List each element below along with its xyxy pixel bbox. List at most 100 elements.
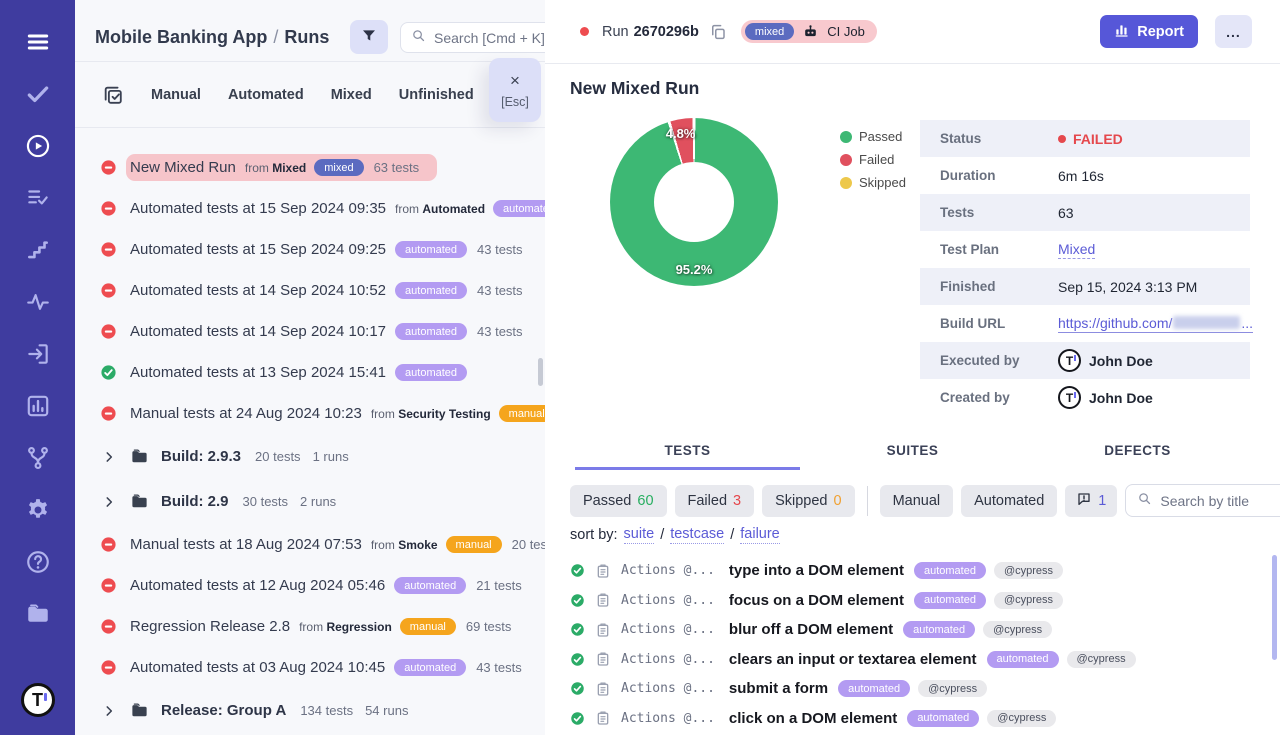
bar-chart-square-icon[interactable] bbox=[23, 391, 53, 421]
filter-count: 3 bbox=[733, 492, 742, 509]
filter-count: 0 bbox=[833, 492, 842, 509]
detail-label: Build URL bbox=[940, 316, 1006, 331]
run-type-badge: manual bbox=[399, 618, 456, 635]
run-id: 2670296b bbox=[633, 23, 699, 40]
filter-failed-button[interactable]: Failed 3 bbox=[674, 484, 755, 517]
sign-in-icon[interactable] bbox=[23, 339, 53, 369]
right-scrollbar-thumb[interactable] bbox=[1272, 555, 1277, 660]
filter-skipped-button[interactable]: Skipped 0 bbox=[762, 484, 855, 517]
detail-text-value: 63 bbox=[1058, 204, 1074, 221]
test-row[interactable]: Actions @... focus on a DOM element automa… bbox=[570, 586, 1260, 616]
run-type-badge: mixed bbox=[744, 23, 795, 40]
run-row[interactable]: Manual tests at 18 Aug 2024 07:53 from Sm… bbox=[75, 524, 545, 565]
left-scrollbar-thumb[interactable] bbox=[538, 358, 543, 386]
report-button[interactable]: Report bbox=[1100, 15, 1198, 48]
run-status-dot bbox=[580, 27, 589, 36]
more-actions-button[interactable]: ... bbox=[1215, 15, 1252, 48]
folder-icon[interactable] bbox=[23, 599, 53, 629]
close-esc-button[interactable]: × [Esc] bbox=[489, 58, 541, 122]
breadcrumb-project[interactable]: Mobile Banking App bbox=[95, 27, 268, 47]
sort-by-testcase[interactable]: testcase bbox=[670, 526, 725, 544]
test-row[interactable]: Actions @... clears an input or textarea … bbox=[570, 645, 1260, 675]
test-search-input[interactable] bbox=[1160, 492, 1280, 509]
filter-button[interactable] bbox=[350, 20, 388, 54]
test-suite-label: Actions @... bbox=[621, 710, 715, 726]
copy-run-id-button[interactable] bbox=[709, 22, 729, 42]
run-row[interactable]: Automated tests at 12 Aug 2024 05:46 auto… bbox=[75, 565, 545, 606]
filters-divider bbox=[866, 485, 868, 516]
play-circle-icon[interactable] bbox=[23, 131, 53, 161]
help-icon[interactable] bbox=[23, 547, 53, 577]
run-type-badge: automated bbox=[493, 200, 545, 217]
test-row[interactable]: Actions @... submit a form automated @cypre… bbox=[570, 674, 1260, 704]
run-row[interactable]: Automated tests at 13 Sep 2024 15:41 auto… bbox=[75, 352, 545, 393]
activity-icon[interactable] bbox=[23, 287, 53, 317]
run-row[interactable]: New Mixed Run from Mixed mixed 63 tests bbox=[75, 147, 545, 188]
test-type-badge: automated bbox=[907, 709, 980, 727]
tab-defects[interactable]: DEFECTS bbox=[1104, 443, 1171, 458]
test-search[interactable] bbox=[1125, 484, 1280, 517]
run-row[interactable]: Automated tests at 14 Sep 2024 10:17 auto… bbox=[75, 311, 545, 352]
test-plan-link[interactable]: Mixed bbox=[1058, 240, 1096, 259]
run-title: New Mixed Run bbox=[570, 78, 700, 98]
run-row[interactable]: Automated tests at 03 Aug 2024 10:45 auto… bbox=[75, 647, 545, 688]
build-url-link[interactable]: https://github.com/... bbox=[1058, 314, 1253, 333]
legend-label: Failed bbox=[859, 152, 895, 167]
test-row[interactable]: Actions @... blur off a DOM element automa… bbox=[570, 615, 1260, 645]
test-suite-label: Actions @... bbox=[621, 563, 715, 579]
passed-icon bbox=[570, 593, 585, 608]
run-row[interactable]: Automated tests at 15 Sep 2024 09:35 from… bbox=[75, 188, 545, 229]
project-search[interactable] bbox=[400, 22, 545, 53]
app-logo[interactable]: T bbox=[20, 683, 55, 717]
sort-by-failure[interactable]: failure bbox=[740, 526, 780, 544]
run-type-badge: manual bbox=[498, 405, 545, 422]
gear-icon[interactable] bbox=[23, 495, 53, 525]
steps-icon[interactable] bbox=[23, 235, 53, 265]
detail-label: Created by bbox=[940, 390, 1010, 405]
failed-icon bbox=[100, 536, 117, 553]
detail-text-value: 6m 16s bbox=[1058, 167, 1104, 184]
sort-row: sort by: suite / testcase / failure bbox=[570, 526, 780, 544]
comments-filter-button[interactable]: 1 bbox=[1065, 484, 1118, 517]
tab-automated[interactable]: Automated bbox=[227, 86, 304, 103]
test-title: type into a DOM element bbox=[728, 562, 904, 580]
run-row-main: Automated tests at 15 Sep 2024 09:35 from… bbox=[126, 195, 545, 222]
run-row[interactable]: Manual tests at 24 Aug 2024 10:23 from Se… bbox=[75, 393, 545, 434]
list-check-icon[interactable] bbox=[23, 183, 53, 213]
test-row[interactable]: Actions @... type into a DOM element autom… bbox=[570, 556, 1260, 586]
filter-automated-button[interactable]: Automated bbox=[961, 484, 1058, 517]
run-folder-row[interactable]: Release: Group A 134 tests 54 runs bbox=[75, 688, 545, 733]
run-row[interactable]: Automated tests at 14 Sep 2024 10:52 auto… bbox=[75, 270, 545, 311]
run-row[interactable]: Regression Release 2.8 from Regression man… bbox=[75, 606, 545, 647]
run-folder-row[interactable]: Build: 2.9.3 20 tests 1 runs bbox=[75, 434, 545, 479]
search-icon bbox=[411, 28, 426, 48]
git-branch-icon[interactable] bbox=[23, 443, 53, 473]
filter-passed-button[interactable]: Passed 60 bbox=[570, 484, 667, 517]
chevron-right-icon bbox=[102, 704, 116, 718]
detail-row: Build URL https://github.com/... bbox=[920, 305, 1253, 342]
tab-suites[interactable]: SUITES bbox=[886, 443, 939, 458]
search-input[interactable] bbox=[434, 29, 545, 46]
run-row[interactable]: Automated tests at 15 Sep 2024 09:25 auto… bbox=[75, 229, 545, 270]
run-tests-count: 43 tests bbox=[476, 660, 522, 675]
test-title: submit a form bbox=[728, 680, 829, 698]
detail-value: T John Doe bbox=[1058, 386, 1153, 409]
passed-icon bbox=[570, 711, 585, 726]
runs-list-panel: Mobile Banking App/Runs ManualAutomatedM… bbox=[75, 0, 545, 735]
legend-item-failed[interactable]: Failed bbox=[840, 152, 906, 167]
tab-unfinished[interactable]: Unfinished bbox=[398, 86, 474, 103]
menu-icon[interactable] bbox=[23, 27, 53, 57]
run-folder-row[interactable]: Build: 2.9 30 tests 2 runs bbox=[75, 479, 545, 524]
failed-icon bbox=[100, 405, 117, 422]
legend-dot bbox=[840, 130, 852, 143]
sort-by-suite[interactable]: suite bbox=[623, 526, 655, 544]
tab-mixed[interactable]: Mixed bbox=[330, 86, 372, 103]
filter-manual-button[interactable]: Manual bbox=[879, 484, 954, 517]
tab-manual[interactable]: Manual bbox=[151, 86, 201, 103]
test-row[interactable]: Actions @... click on a DOM element automa… bbox=[570, 704, 1260, 734]
legend-item-skipped[interactable]: Skipped bbox=[840, 175, 906, 190]
legend-item-passed[interactable]: Passed bbox=[840, 129, 906, 144]
tab-tests[interactable]: TESTS bbox=[575, 443, 800, 470]
check-icon[interactable] bbox=[23, 79, 53, 109]
select-all-icon[interactable] bbox=[102, 84, 124, 106]
